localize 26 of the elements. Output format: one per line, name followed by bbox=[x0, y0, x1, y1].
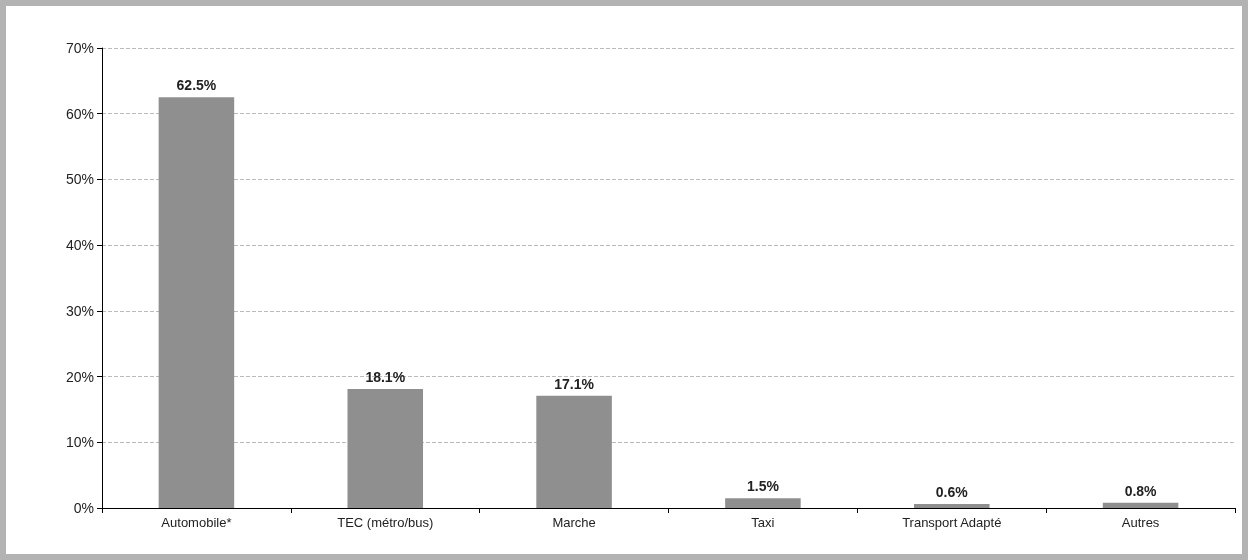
x-tick-label: Marche bbox=[552, 515, 596, 530]
y-tick-label: 40% bbox=[65, 237, 94, 254]
x-tick-label: Taxi bbox=[751, 515, 775, 530]
y-tick-label: 70% bbox=[65, 40, 94, 56]
y-tick-label: 30% bbox=[65, 302, 94, 319]
bar bbox=[913, 504, 990, 508]
bar bbox=[536, 395, 612, 508]
bar bbox=[347, 389, 424, 508]
bar bbox=[725, 498, 801, 508]
x-tick-label: Transport Adapté bbox=[902, 515, 1002, 530]
data-label: 18.1% bbox=[365, 369, 406, 386]
x-tick-label: TEC (métro/bus) bbox=[337, 515, 434, 530]
data-label: 1.5% bbox=[746, 478, 780, 495]
data-label: 17.1% bbox=[554, 375, 595, 392]
data-label: 0.6% bbox=[935, 484, 969, 501]
y-tick-label: 0% bbox=[73, 500, 94, 516]
bar bbox=[158, 97, 235, 508]
y-tick-label: 20% bbox=[65, 368, 94, 385]
data-label: 0.8% bbox=[1124, 482, 1158, 499]
y-tick-label: 50% bbox=[65, 171, 94, 188]
y-tick-label: 60% bbox=[65, 105, 94, 122]
data-label: 62.5% bbox=[176, 77, 217, 94]
x-tick-label: Autres bbox=[1121, 515, 1160, 530]
bar bbox=[1102, 502, 1179, 508]
x-tick-label: Automobile* bbox=[161, 515, 232, 530]
y-tick-label: 10% bbox=[65, 434, 94, 451]
